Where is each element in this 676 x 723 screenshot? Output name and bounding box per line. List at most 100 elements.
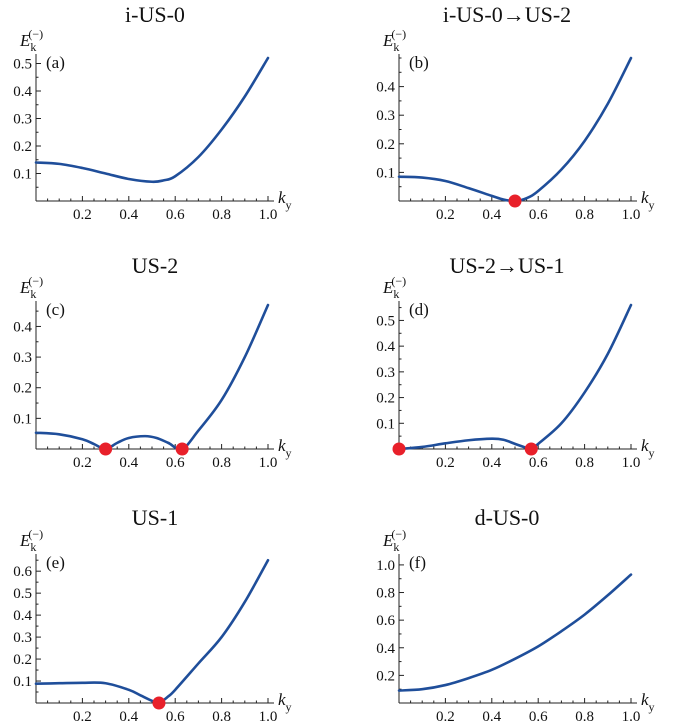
y-tick-label: 1.0 xyxy=(376,558,395,574)
y-tick-label: 0.4 xyxy=(376,80,395,96)
panel-title: US-2→US-1 xyxy=(450,253,565,278)
x-axis-label: ky xyxy=(641,690,655,714)
y-axis-label: Ek(−) xyxy=(382,274,406,301)
x-tick-label: 1.0 xyxy=(259,207,278,223)
y-tick-label: 0.2 xyxy=(13,139,32,155)
x-axis-label: ky xyxy=(278,690,292,714)
panel-title: i-US-0→US-2 xyxy=(443,2,571,27)
y-tick-label: 0.5 xyxy=(376,313,395,329)
y-tick-label: 0.1 xyxy=(13,411,32,427)
panel-b: i-US-0→US-2 Ek(−) 0.2 0.4 0.6 0.8 1.0ky 0.1 0.2 0… xyxy=(376,2,654,223)
y-tick-label: 0.1 xyxy=(376,416,395,432)
y-tick-label: 0.6 xyxy=(376,613,395,629)
y-tick-label: 0.8 xyxy=(376,586,395,602)
x-tick-label: 0.4 xyxy=(119,207,138,223)
y-tick-label: 0.3 xyxy=(13,630,32,646)
x-tick-label: 0.2 xyxy=(73,207,92,223)
x-axis-label: ky xyxy=(278,436,292,460)
y-tick-label: 0.2 xyxy=(376,668,395,684)
critical-point-marker xyxy=(508,194,522,208)
y-tick-label: 0.1 xyxy=(13,674,32,690)
x-axis-label: ky xyxy=(641,188,655,212)
dispersion-curve xyxy=(34,56,270,184)
critical-point-marker xyxy=(152,696,166,710)
x-tick-label: 0.8 xyxy=(212,207,231,223)
y-tick-label: 0.6 xyxy=(13,564,32,580)
y-tick-label: 0.1 xyxy=(13,167,32,183)
dispersion-curve xyxy=(397,303,633,451)
y-tick-label: 0.3 xyxy=(13,350,32,366)
panel-title: d-US-0 xyxy=(475,505,540,530)
critical-point-marker xyxy=(175,442,189,456)
y-axis-label: Ek(−) xyxy=(382,27,406,54)
panel-label: (b) xyxy=(409,53,429,72)
panel-label: (f) xyxy=(409,553,426,572)
panel-f: d-US-0Ek(−)0.2 0.4 0.6 0.8 1.0ky0.20.40.60.8… xyxy=(376,505,654,723)
x-axis-label: ky xyxy=(278,188,292,212)
x-tick-label: 0.2 xyxy=(436,709,455,723)
x-tick-label: 0.8 xyxy=(212,709,231,723)
critical-point-marker xyxy=(392,442,406,456)
x-tick-label: 0.8 xyxy=(575,455,594,471)
y-axis-label: Ek(−) xyxy=(19,274,43,301)
panel-title: i-US-0 xyxy=(125,2,185,27)
panel-c: US-2 Ek(−) 0.2 0.4 0.6 0.8 1.0ky 0.1 0.2 0.3 0.4 (c… xyxy=(13,253,291,471)
y-tick-label: 0.4 xyxy=(13,608,32,624)
y-tick-label: 0.2 xyxy=(13,652,32,668)
y-tick-label: 0.3 xyxy=(376,365,395,381)
dispersion-curve xyxy=(397,56,633,203)
y-tick-label: 0.5 xyxy=(13,57,32,73)
y-tick-label: 0.2 xyxy=(376,137,395,153)
x-tick-label: 0.4 xyxy=(119,709,138,723)
y-tick-label: 0.1 xyxy=(376,165,395,181)
panel-label: (e) xyxy=(46,553,65,572)
critical-point-marker xyxy=(99,442,113,456)
y-tick-label: 0.3 xyxy=(376,108,395,124)
y-tick-label: 0.3 xyxy=(13,112,32,128)
x-tick-label: 0.6 xyxy=(166,455,185,471)
x-tick-label: 1.0 xyxy=(622,207,641,223)
panel-a: i-US-0 Ek(−) 0.2 0.4 0.6 0.8 1.0ky 0.1 0.2 0.3 0.4… xyxy=(13,2,291,223)
x-axis-label: ky xyxy=(641,436,655,460)
y-tick-label: 0.2 xyxy=(376,391,395,407)
y-tick-label: 0.5 xyxy=(13,586,32,602)
x-tick-label: 0.8 xyxy=(575,709,594,723)
x-tick-label: 0.4 xyxy=(119,455,138,471)
y-tick-label: 0.4 xyxy=(13,319,32,335)
x-tick-label: 0.2 xyxy=(73,709,92,723)
x-tick-label: 0.6 xyxy=(529,207,548,223)
panel-label: (a) xyxy=(46,53,65,72)
panel-title: US-1 xyxy=(132,505,178,530)
panel-title: US-2 xyxy=(132,253,178,278)
x-tick-label: 0.2 xyxy=(436,207,455,223)
dispersion-curve xyxy=(34,303,270,451)
x-tick-label: 1.0 xyxy=(622,455,641,471)
x-tick-label: 0.8 xyxy=(575,207,594,223)
critical-point-marker xyxy=(524,442,538,456)
panel-label: (d) xyxy=(409,300,429,319)
x-tick-label: 0.8 xyxy=(212,455,231,471)
y-axis-label: Ek(−) xyxy=(382,527,406,554)
panel-d: US-2→US-1 Ek(−) 0.2 0.4 0.6 0.8 1.0ky 0.1 0.2 0.3… xyxy=(376,253,654,471)
y-axis-label: Ek(−) xyxy=(19,527,43,554)
x-tick-label: 0.4 xyxy=(482,455,501,471)
panel-label: (c) xyxy=(46,300,65,319)
x-tick-label: 0.4 xyxy=(482,207,501,223)
x-tick-label: 1.0 xyxy=(622,709,641,723)
y-tick-label: 0.2 xyxy=(13,381,32,397)
y-tick-label: 0.4 xyxy=(13,84,32,100)
x-tick-label: 0.6 xyxy=(529,709,548,723)
x-tick-label: 0.2 xyxy=(436,455,455,471)
y-tick-label: 0.4 xyxy=(376,641,395,657)
x-tick-label: 1.0 xyxy=(259,709,278,723)
panel-e: US-1 Ek(−) 0.2 0.4 0.6 0.8 1.0ky 0.1 0.2 0.3 0.4 0.… xyxy=(13,505,291,723)
dispersion-curve xyxy=(34,558,270,705)
x-tick-label: 0.6 xyxy=(166,207,185,223)
x-tick-label: 0.2 xyxy=(73,455,92,471)
y-axis-label: Ek(−) xyxy=(19,27,43,54)
x-tick-label: 0.4 xyxy=(482,709,501,723)
x-tick-label: 0.6 xyxy=(166,709,185,723)
dispersion-curve xyxy=(397,573,633,692)
x-tick-label: 1.0 xyxy=(259,455,278,471)
